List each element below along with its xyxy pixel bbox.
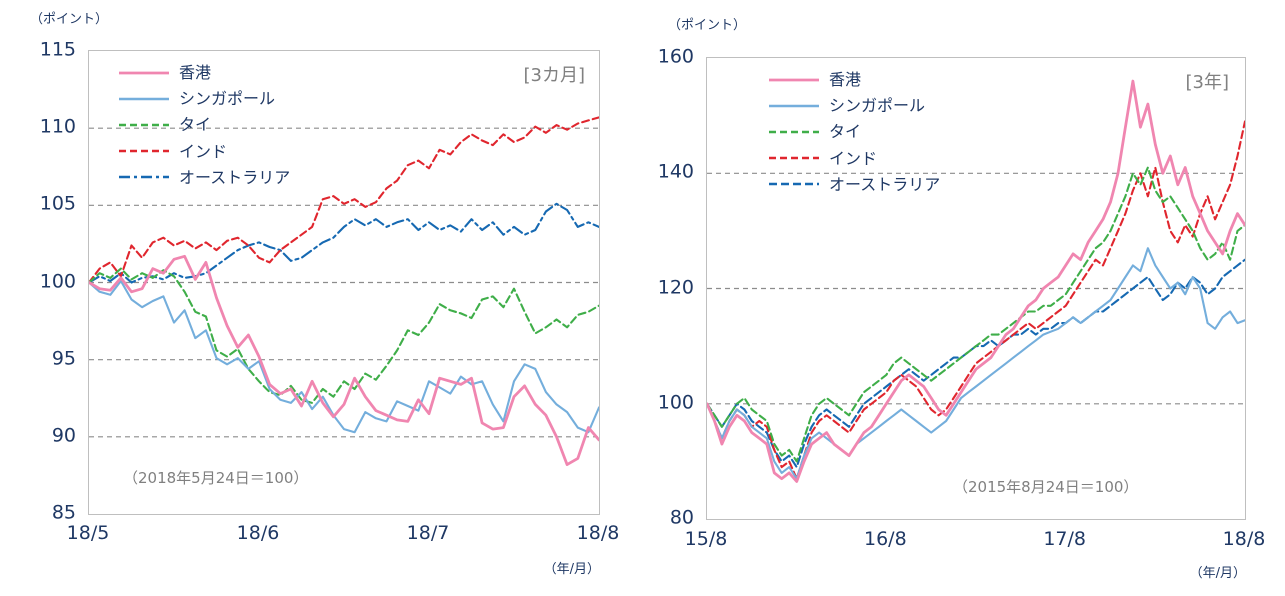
legend-line-thailand bbox=[119, 123, 169, 127]
chart-canvas bbox=[707, 58, 1245, 519]
y-tick-label: 90 bbox=[51, 424, 76, 447]
x-tick-label: 16/8 bbox=[863, 528, 907, 550]
legend-label: オーストラリア bbox=[829, 174, 941, 194]
legend-label: 香港 bbox=[179, 63, 212, 82]
y-tick-label: 85 bbox=[51, 501, 76, 524]
y-tick-label: 100 bbox=[657, 391, 694, 414]
legend-line-australia bbox=[769, 183, 819, 186]
base-note: （2018年5月24日＝100） bbox=[123, 469, 309, 487]
chart-legend: 香港シンガポール タイインドオーストラリア bbox=[769, 70, 940, 194]
x-tick-label: 17/8 bbox=[1043, 528, 1086, 550]
legend-line-india bbox=[119, 149, 169, 153]
legend-line-thailand bbox=[769, 130, 819, 134]
period-label: [3年] bbox=[1185, 72, 1230, 93]
y-axis-tick-labels: 80 100 120 140 160 bbox=[646, 47, 694, 527]
x-axis-tick-labels: 18/5 18/6 18/7 18/8 bbox=[67, 522, 620, 550]
series-line-thailand bbox=[89, 267, 599, 404]
x-tick-label: 15/8 bbox=[684, 528, 728, 550]
legend-line-singapore bbox=[119, 97, 169, 101]
period-label: [3カ月] bbox=[523, 65, 586, 86]
y-tick-label: 110 bbox=[39, 115, 76, 138]
x-tick-label: 18/5 bbox=[66, 522, 110, 544]
legend-label: オーストラリア bbox=[179, 167, 291, 187]
x-tick-label: 18/6 bbox=[236, 522, 280, 544]
y-tick-label: 95 bbox=[51, 347, 76, 370]
y-tick-label: 100 bbox=[39, 270, 76, 292]
legend-item-india: インド bbox=[769, 149, 940, 168]
legend-item-thailand: タイ bbox=[119, 115, 290, 134]
legend-label: 香港 bbox=[829, 70, 862, 89]
legend-line-australia bbox=[119, 176, 169, 179]
x-axis-unit-label: （年/月） bbox=[543, 562, 600, 577]
legend-label: インド bbox=[179, 141, 228, 161]
series-line-thailand bbox=[707, 166, 1245, 463]
series-line-hongkong bbox=[89, 254, 599, 467]
legend-label: シンガポール bbox=[179, 89, 276, 109]
y-tick-label: 80 bbox=[669, 506, 694, 529]
series-line-australia bbox=[707, 258, 1245, 469]
legend-item-india: インド bbox=[119, 142, 290, 161]
y-tick-label: 115 bbox=[39, 38, 76, 61]
y-axis-unit-label: （ポイント） bbox=[668, 18, 747, 33]
y-axis-unit-label: （ポイント） bbox=[30, 12, 109, 27]
x-tick-label: 18/8 bbox=[1222, 528, 1266, 550]
y-tick-label: 160 bbox=[657, 45, 694, 68]
x-tick-label: 18/8 bbox=[576, 522, 620, 544]
legend-item-thailand: タイ bbox=[769, 122, 940, 141]
series-line-india bbox=[89, 116, 599, 284]
plot-svg bbox=[89, 116, 599, 467]
legend-line-singapore bbox=[769, 104, 819, 108]
plot-area: 香港シンガポール タイインドオーストラリア [3年] （2015年8月24日＝10… bbox=[706, 57, 1246, 520]
legend-line-india bbox=[769, 156, 819, 160]
series-line-singapore bbox=[707, 247, 1245, 480]
legend-label: タイ bbox=[829, 122, 862, 142]
legend-item-singapore: シンガポール bbox=[119, 89, 290, 108]
legend-item-australia: オーストラリア bbox=[119, 168, 290, 187]
y-tick-label: 105 bbox=[39, 192, 76, 215]
series-line-singapore bbox=[89, 279, 599, 434]
chart-canvas bbox=[89, 51, 599, 514]
y-tick-label: 120 bbox=[657, 276, 694, 298]
plot-svg bbox=[707, 79, 1245, 483]
y-tick-label: 140 bbox=[657, 160, 694, 183]
legend-label: シンガポール bbox=[829, 96, 926, 116]
legend-item-australia: オーストラリア bbox=[769, 175, 940, 194]
legend-item-singapore: シンガポール bbox=[769, 96, 940, 115]
y-axis-tick-labels: 85 90 95 100 105 110 115 bbox=[28, 40, 76, 522]
chart-legend: 香港シンガポール タイインドオーストラリア bbox=[119, 63, 290, 187]
legend-label: タイ bbox=[179, 115, 212, 135]
series-line-australia bbox=[89, 202, 599, 284]
legend-item-hongkong: 香港 bbox=[769, 70, 940, 89]
base-note: （2015年8月24日＝100） bbox=[953, 478, 1139, 496]
x-tick-label: 18/7 bbox=[406, 522, 450, 544]
legend-line-hongkong bbox=[119, 71, 169, 74]
x-axis-unit-label: （年/月） bbox=[1189, 566, 1246, 581]
legend-item-hongkong: 香港 bbox=[119, 63, 290, 82]
plot-area: 香港シンガポール タイインドオーストラリア [3カ月] （2018年5月24日＝1… bbox=[88, 50, 600, 515]
series-line-hongkong bbox=[707, 79, 1245, 483]
legend-label: インド bbox=[829, 148, 878, 168]
legend-line-hongkong bbox=[769, 78, 819, 81]
x-axis-tick-labels: 15/8 16/8 17/8 18/8 bbox=[685, 528, 1266, 556]
